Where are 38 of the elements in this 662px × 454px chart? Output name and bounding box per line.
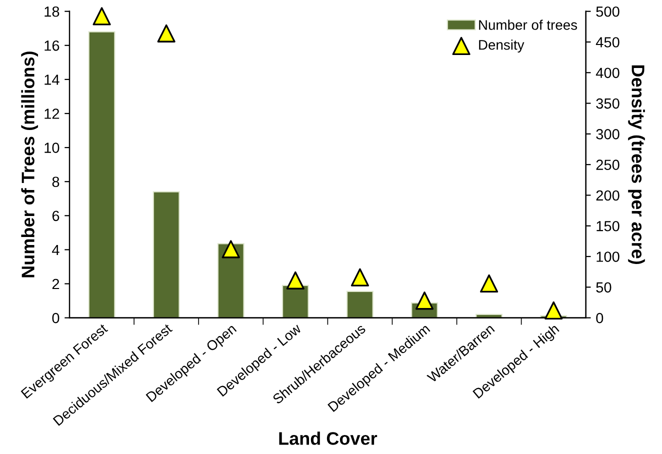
y2-tick-label: 450: [596, 37, 620, 48]
y-tick-label: 6: [52, 210, 60, 222]
y2-tick-label: 350: [596, 98, 620, 109]
y2-axis-title: Density (trees per acre): [628, 65, 645, 264]
legend-label: Number of trees: [479, 20, 578, 30]
y-tick-label: 8: [52, 176, 60, 188]
y2-tick-label: 100: [596, 252, 620, 262]
y2-tick-label: 200: [596, 190, 620, 201]
y2-tick-label: 150: [596, 220, 620, 232]
y-axis-title: Number of Trees (millions): [21, 52, 38, 278]
y2-tick-label: 0: [596, 312, 604, 324]
y-tick-label: 4: [52, 244, 60, 255]
point: [544, 301, 563, 320]
y-tick-label: 18: [44, 6, 60, 17]
y2-tick-label: 250: [596, 160, 620, 170]
y-tick-label: 14: [44, 74, 60, 85]
point: [92, 7, 111, 26]
bar: [346, 290, 374, 318]
point: [222, 240, 240, 258]
bar: [88, 31, 116, 318]
y2-tick-label: 300: [596, 129, 620, 140]
point: [286, 271, 304, 290]
point: [350, 268, 370, 286]
y2-tick-label: 400: [596, 68, 620, 78]
x-axis-title: Land Cover: [279, 432, 378, 445]
point: [415, 292, 434, 310]
y-tick-label: 2: [52, 278, 60, 290]
point: [480, 274, 498, 293]
bar: [217, 243, 244, 318]
bar: [152, 191, 180, 318]
legend-label: Density: [479, 40, 524, 53]
y-tick-label: 16: [44, 40, 60, 51]
y-tick-label: 12: [44, 108, 60, 119]
y2-tick-label: 50: [596, 282, 612, 293]
y2-tick-label: 500: [596, 6, 620, 17]
y-tick-label: 10: [44, 142, 60, 153]
point: [157, 24, 176, 42]
y-tick-label: 0: [52, 312, 60, 324]
